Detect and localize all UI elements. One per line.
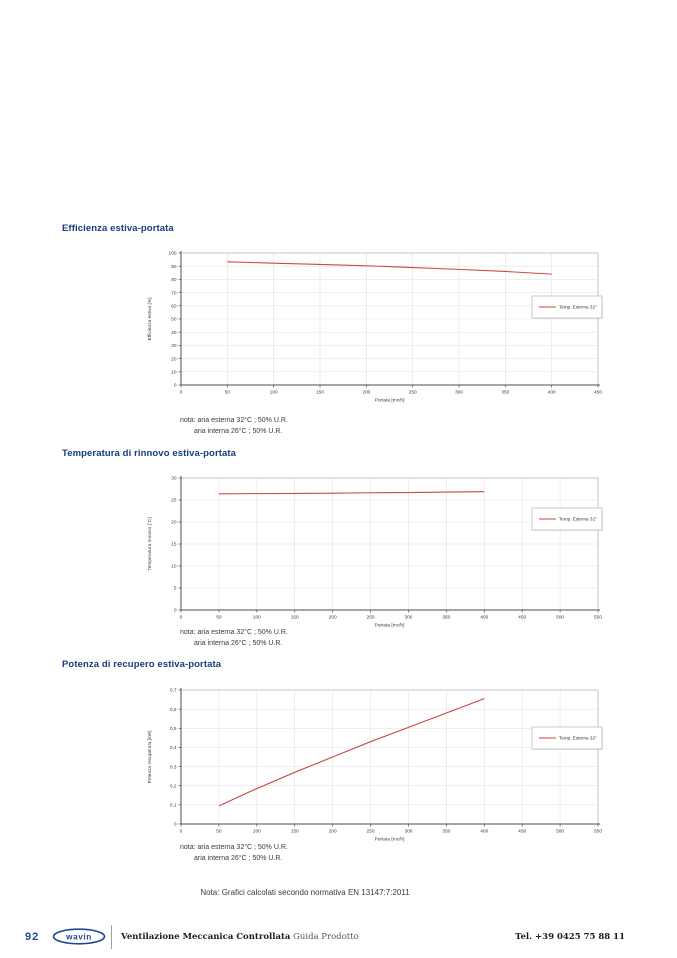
- svg-text:0,4: 0,4: [170, 745, 177, 751]
- svg-text:300: 300: [404, 829, 412, 835]
- section-title-potenza: Potenza di recupero estiva-portata: [62, 659, 222, 670]
- svg-text:150: 150: [291, 615, 299, 621]
- svg-text:0: 0: [180, 829, 183, 835]
- svg-text:0: 0: [180, 615, 183, 621]
- svg-text:60: 60: [171, 304, 177, 310]
- note-line-2: aria interna 26°C ; 50% U.R.: [194, 428, 283, 435]
- note-line-2: aria interna 26°C ; 50% U.R.: [194, 855, 283, 862]
- svg-text:0: 0: [174, 383, 177, 389]
- svg-text:0: 0: [180, 390, 183, 396]
- svg-text:50: 50: [216, 829, 222, 835]
- svg-text:30: 30: [171, 343, 177, 349]
- note-line-1: nota: aria esterna 32°C ; 50% U.R.: [180, 629, 288, 636]
- svg-text:100: 100: [270, 390, 278, 396]
- section-title-efficienza: Efficienza estiva-portata: [62, 223, 174, 234]
- svg-text:500: 500: [556, 829, 564, 835]
- chart-legend: Temp. Esterna 32°: [531, 507, 603, 531]
- svg-text:450: 450: [594, 390, 602, 396]
- svg-text:30: 30: [171, 476, 177, 482]
- chart-temperatura-rinnovo: 0 50 100 150 200 250 300 350 400 450 500 550 0 5 10 15 2…: [140, 469, 615, 629]
- note-line-2: aria interna 26°C ; 50% U.R.: [194, 640, 283, 647]
- svg-text:20: 20: [171, 520, 177, 526]
- svg-text:450: 450: [518, 615, 526, 621]
- svg-text:Potenza recuperata [kW]: Potenza recuperata [kW]: [147, 731, 153, 784]
- svg-text:500: 500: [556, 615, 564, 621]
- svg-text:Temp. Esterna 32°: Temp. Esterna 32°: [559, 517, 597, 522]
- svg-text:200: 200: [362, 390, 370, 396]
- svg-text:0,7: 0,7: [170, 688, 177, 694]
- wavin-logo: wavin: [52, 928, 106, 945]
- chart-note-potenza: nota: aria esterna 32°C ; 50% U.R. aria …: [180, 842, 288, 864]
- svg-text:100: 100: [253, 829, 261, 835]
- svg-text:0,3: 0,3: [170, 764, 177, 770]
- svg-text:40: 40: [171, 330, 177, 336]
- svg-text:Portata [mc/h]: Portata [mc/h]: [375, 398, 405, 404]
- chart-note-efficienza: nota: aria esterna 32°C ; 50% U.R. aria …: [180, 415, 288, 437]
- chart-legend: Temp. Esterna 32°: [531, 295, 603, 319]
- svg-text:Temp. Esterna 32°: Temp. Esterna 32°: [559, 736, 597, 741]
- svg-text:0: 0: [174, 822, 177, 828]
- svg-text:10: 10: [171, 370, 177, 376]
- svg-text:200: 200: [329, 615, 337, 621]
- svg-text:400: 400: [548, 390, 556, 396]
- svg-text:450: 450: [518, 829, 526, 835]
- svg-text:Efficienza estiva [%]: Efficienza estiva [%]: [147, 298, 153, 341]
- svg-text:50: 50: [225, 390, 231, 396]
- svg-text:350: 350: [442, 615, 450, 621]
- svg-text:400: 400: [480, 829, 488, 835]
- svg-text:250: 250: [409, 390, 417, 396]
- svg-text:25: 25: [171, 498, 177, 504]
- svg-text:350: 350: [442, 829, 450, 835]
- booklet-title: Ventilazione Meccanica Controllata Guida…: [121, 932, 359, 942]
- svg-text:10: 10: [171, 564, 177, 570]
- booklet-title-regular: Guida Prodotto: [293, 932, 359, 942]
- chart-efficienza-estiva-portata: 0 50 100 150 200 250 300 350 400 450 0 10 20 30 40 50 60…: [140, 244, 615, 404]
- svg-text:wavin: wavin: [65, 932, 92, 941]
- svg-text:Temperatura rinnovo [°C]: Temperatura rinnovo [°C]: [147, 517, 153, 570]
- svg-text:70: 70: [171, 290, 177, 296]
- svg-text:5: 5: [174, 586, 177, 592]
- svg-text:0,1: 0,1: [170, 803, 177, 809]
- svg-text:90: 90: [171, 264, 177, 270]
- svg-text:150: 150: [291, 829, 299, 835]
- svg-text:Portata [mc/h]: Portata [mc/h]: [375, 837, 405, 843]
- page-number: 92: [25, 931, 40, 943]
- svg-text:350: 350: [501, 390, 509, 396]
- svg-text:20: 20: [171, 356, 177, 362]
- wavin-logo-icon: wavin: [52, 928, 106, 945]
- svg-text:0: 0: [174, 608, 177, 614]
- svg-text:50: 50: [216, 615, 222, 621]
- svg-text:100: 100: [168, 251, 176, 257]
- svg-text:100: 100: [253, 615, 261, 621]
- svg-text:80: 80: [171, 277, 177, 283]
- svg-text:200: 200: [329, 829, 337, 835]
- section-title-temperatura: Temperatura di rinnovo estiva-portata: [62, 448, 237, 459]
- note-line-1: nota: aria esterna 32°C ; 50% U.R.: [180, 417, 288, 424]
- page-footer: 92 wavin Ventilazione Meccanica Controll…: [0, 925, 677, 951]
- note-line-1: nota: aria esterna 32°C ; 50% U.R.: [180, 844, 288, 851]
- footer-divider: [111, 925, 112, 949]
- svg-text:250: 250: [367, 615, 375, 621]
- svg-text:0,2: 0,2: [170, 783, 177, 789]
- normative-note: Nota: Grafici calcolati secondo normativ…: [200, 888, 410, 897]
- svg-text:15: 15: [171, 542, 177, 548]
- svg-text:300: 300: [404, 615, 412, 621]
- booklet-title-bold: Ventilazione Meccanica Controllata: [121, 932, 291, 942]
- svg-text:550: 550: [594, 829, 602, 835]
- svg-text:0,5: 0,5: [170, 726, 177, 732]
- svg-text:300: 300: [455, 390, 463, 396]
- chart-note-temperatura: nota: aria esterna 32°C ; 50% U.R. aria …: [180, 627, 288, 649]
- svg-text:Portata [mc/h]: Portata [mc/h]: [375, 623, 405, 629]
- svg-text:50: 50: [171, 317, 177, 323]
- footer-phone: Tel. +39 0425 75 88 11: [515, 932, 625, 942]
- svg-text:Temp. Esterna 32°: Temp. Esterna 32°: [559, 305, 597, 310]
- chart-potenza-recupero: 0 50 100 150 200 250 300 350 400 450 500 550 0 0,1 0,2…: [140, 681, 615, 844]
- svg-text:400: 400: [480, 615, 488, 621]
- svg-text:250: 250: [367, 829, 375, 835]
- svg-text:0,6: 0,6: [170, 707, 177, 713]
- svg-text:150: 150: [316, 390, 324, 396]
- chart-legend: Temp. Esterna 32°: [531, 726, 603, 750]
- svg-text:550: 550: [594, 615, 602, 621]
